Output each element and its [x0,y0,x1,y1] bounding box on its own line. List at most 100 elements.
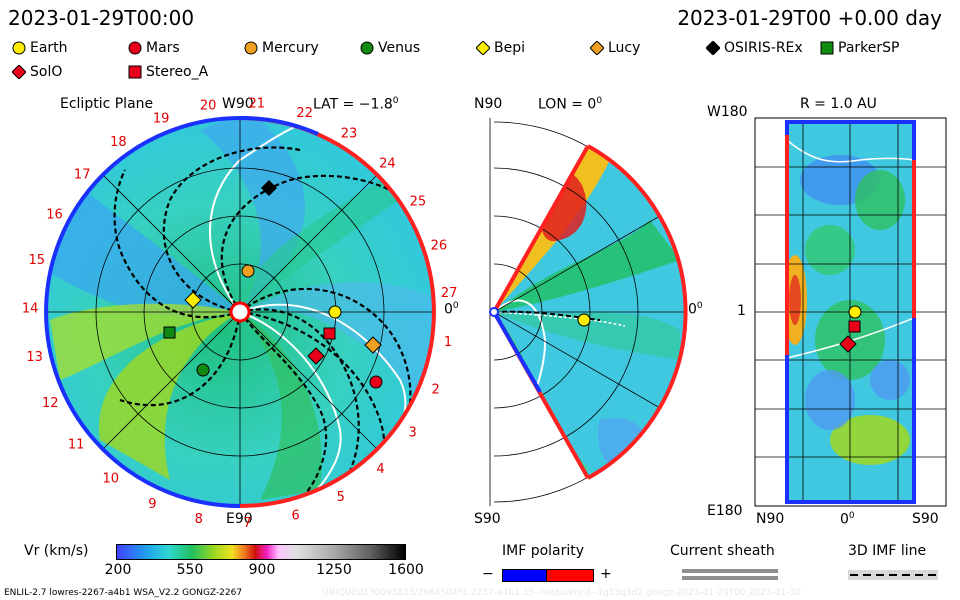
s90-label: S90 [474,511,501,527]
carrington-label: 19 [153,111,170,126]
earth-marker-meridional [577,313,591,327]
panel3-one-label: 1 [737,303,746,319]
carrington-label: 23 [341,127,358,142]
carrington-label: 15 [29,253,46,268]
n90-bottom-label: N90 [756,511,785,527]
carrington-label: 2 [431,382,439,397]
e90-label: E90 [226,511,253,527]
parker-marker [163,326,176,339]
solo-marker [307,347,325,365]
current-sheath-line-1 [682,569,778,573]
colorbar-tick-label: 900 [248,562,276,578]
circle-marker-icon [128,41,142,55]
colorbar-tick-label: 200 [104,562,132,578]
legend-item-bepi: Bepi [476,40,525,56]
imf-positive-swatch [546,569,594,582]
radius-label: R = 1.0 AU [800,96,877,112]
legend-item-earth: Earth [12,40,68,56]
legend-item-venus: Venus [360,40,420,56]
left-timestamp: 2023-01-29T00:00 [8,6,195,30]
panel3-zero-label: 00 [840,511,855,528]
mars-marker [369,375,383,389]
carrington-label: 16 [46,208,63,223]
panel2-zero-label: 00 [688,301,703,318]
carrington-label: 27 [441,286,458,301]
carrington-label: 22 [296,106,313,121]
right-timestamp: 2023-01-29T00 +0.00 day [677,6,942,30]
colorbar-tick-label: 1250 [316,562,352,578]
ecliptic-plane-title: Ecliptic Plane [60,96,154,112]
n90-label: N90 [474,96,503,112]
carrington-label: 5 [337,490,345,505]
colorbar-label: Vr (km/s) [24,543,89,559]
velocity-colorbar [116,544,406,560]
earth-marker-map [848,305,862,319]
s90-bottom-label: S90 [912,511,939,527]
carrington-label: 3 [409,425,417,440]
run-id-footer: UNIQUE0130093815/2664504*1.2257-a4b1.35-… [322,588,801,598]
legend-label: Mars [146,40,180,56]
legend-label: ParkerSP [838,40,900,56]
latitude-label: LAT = −1.80 [313,96,399,113]
carrington-label: 14 [22,301,39,316]
legend-item-mars: Mars [128,40,180,56]
bepi-marker [184,291,202,309]
solo-marker-map [839,335,857,353]
carrington-label: 6 [291,509,299,524]
carrington-label: 10 [103,472,120,487]
legend-item-stereo-a: Stereo_A [128,64,208,80]
imf-negative-swatch [502,569,548,582]
imf-plus-label: + [600,566,612,582]
circle-marker-icon [360,41,374,55]
legend-item-osiris-rex: OSIRIS-REx [706,40,803,56]
imf-line-title: 3D IMF line [848,543,927,559]
legend-label: SolO [30,64,63,80]
longitude-label: LON = 00 [538,96,603,113]
current-sheath-title: Current sheath [670,543,775,559]
carrington-label: 7 [243,516,251,531]
colorbar-tick-label: 1600 [388,562,424,578]
carrington-label: 25 [410,195,427,210]
legend-label: Lucy [608,40,641,56]
legend-item-solo: SolO [12,64,62,80]
diamond-marker-icon [590,41,604,55]
legend-label: Venus [378,40,421,56]
carrington-label: 1 [444,335,452,350]
diamond-marker-icon [476,41,490,55]
w90-label: W90 [222,96,254,112]
legend-label: Stereo_A [146,64,209,80]
square-marker-icon [820,41,834,55]
earth-marker [328,305,342,319]
carrington-label: 21 [249,97,266,112]
imf-minus-label: − [482,566,494,582]
carrington-label: 24 [379,156,396,171]
stereo-a-marker [323,327,336,340]
legend-label: Mercury [262,40,319,56]
carrington-label: 4 [376,462,384,477]
panel1-zero-label: 00 [444,301,459,318]
legend-label: Earth [30,40,68,56]
imf-line-swatch [848,570,938,580]
carrington-label: 20 [200,98,217,113]
ecliptic-objects [163,180,383,389]
circle-marker-icon [244,41,258,55]
colorbar-tick-label: 550 [176,562,204,578]
legend-item-mercury: Mercury [244,40,319,56]
diamond-marker-icon [706,41,720,55]
diamond-marker-icon [12,65,26,79]
venus-marker [196,363,210,377]
square-marker-icon [128,65,142,79]
lucy-marker [364,336,382,354]
osiris-rex-marker [261,180,277,196]
carrington-label: 11 [68,437,85,452]
legend-item-lucy: Lucy [590,40,640,56]
mercury-marker [241,264,255,278]
carrington-label: 13 [26,350,43,365]
stereo-a-marker-map [848,320,861,333]
carrington-label: 26 [431,239,448,254]
carrington-label: 9 [148,497,156,512]
circle-marker-icon [12,41,26,55]
legend-item-parkersp: ParkerSP [820,40,899,56]
